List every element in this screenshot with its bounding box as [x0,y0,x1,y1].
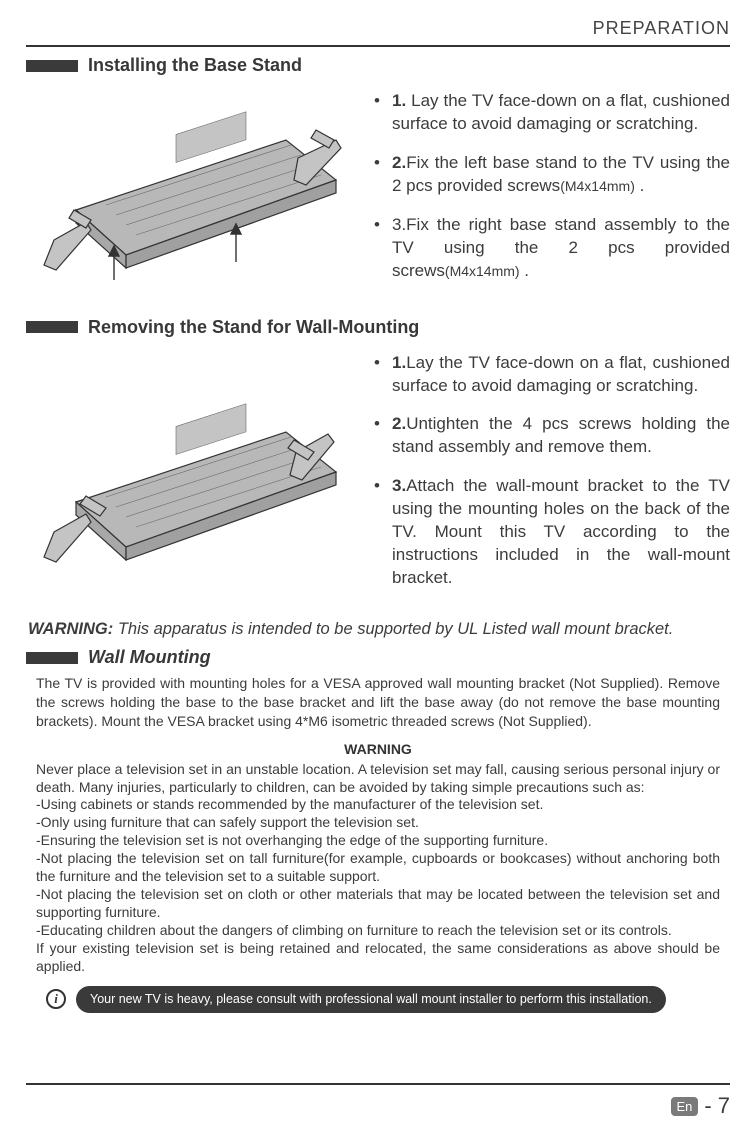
wall-mount-warning-title: WARNING [36,741,720,757]
bullet-icon: • [374,214,392,283]
lang-badge: En [671,1097,699,1116]
footer-rule [26,1083,730,1085]
bullet-icon: • [374,152,392,198]
install-step-3: • 3.Fix the right base stand assembly to… [374,214,730,283]
section-wallmount-title: Wall Mounting [88,647,211,668]
page-number: En - 7 [26,1093,730,1119]
install-instructions: • 1. Lay the TV face-down on a flat, cus… [374,90,730,299]
bullet-icon: • [374,352,392,398]
remove-figure [26,352,356,587]
section-install-head: Installing the Base Stand [26,55,730,76]
section-wallmount-head: Wall Mounting [26,647,730,668]
remove-step-2: • 2.Untighten the 4 pcs screws holding t… [374,413,730,459]
remove-step-3: • 3.Attach the wall-mount bracket to the… [374,475,730,590]
install-step-2: • 2.Fix the left base stand to the TV us… [374,152,730,198]
ul-warning: WARNING: This apparatus is intended to b… [28,620,730,639]
remove-step-1: • 1.Lay the TV face-down on a flat, cush… [374,352,730,398]
top-rule [26,45,730,47]
section-bar-icon [26,321,78,333]
page-sep: - [704,1093,711,1119]
section-bar-icon [26,60,78,72]
install-step-1: • 1. Lay the TV face-down on a flat, cus… [374,90,730,136]
info-icon: i [46,989,66,1009]
section-remove-head: Removing the Stand for Wall-Mounting [26,317,730,338]
section-remove-title: Removing the Stand for Wall-Mounting [88,317,419,338]
page-num-value: 7 [718,1093,730,1119]
section-install-title: Installing the Base Stand [88,55,302,76]
install-figure [26,90,356,295]
section-bar-icon [26,652,78,664]
footer: En - 7 [26,1083,730,1119]
install-row: • 1. Lay the TV face-down on a flat, cus… [26,90,730,299]
remove-instructions: • 1.Lay the TV face-down on a flat, cush… [374,352,730,606]
wall-mount-block: The TV is provided with mounting holes f… [36,674,720,1013]
bullet-icon: • [374,413,392,459]
remove-row: • 1.Lay the TV face-down on a flat, cush… [26,352,730,606]
page-category: PREPARATION [26,18,730,39]
info-pill-row: i Your new TV is heavy, please consult w… [46,986,720,1013]
bullet-icon: • [374,475,392,590]
info-pill: Your new TV is heavy, please consult wit… [76,986,666,1013]
wall-mount-warning-body: Never place a television set in an unsta… [36,761,720,976]
wall-mount-para: The TV is provided with mounting holes f… [36,674,720,731]
bullet-icon: • [374,90,392,136]
